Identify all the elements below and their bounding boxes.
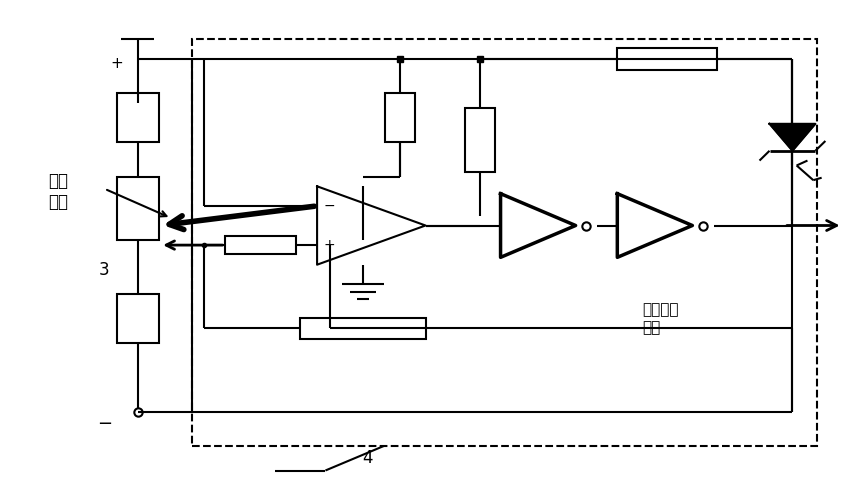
Bar	[226, 236, 296, 254]
Text: 母线
电压: 母线 电压	[49, 172, 69, 210]
Text: 3: 3	[99, 260, 110, 278]
Text: 过压信号
输出: 过压信号 输出	[643, 302, 679, 335]
Bar	[192, 40, 818, 446]
Text: +: +	[323, 238, 335, 252]
Bar	[617, 48, 717, 70]
Bar	[300, 318, 426, 339]
Text: 4: 4	[362, 449, 373, 467]
Bar	[386, 93, 415, 142]
Bar	[465, 108, 494, 172]
Text: −: −	[97, 415, 112, 433]
Bar	[117, 294, 158, 343]
Bar	[117, 176, 158, 240]
Text: +: +	[111, 56, 123, 72]
Bar	[117, 93, 158, 142]
Text: −: −	[323, 199, 335, 213]
Polygon shape	[769, 124, 815, 151]
